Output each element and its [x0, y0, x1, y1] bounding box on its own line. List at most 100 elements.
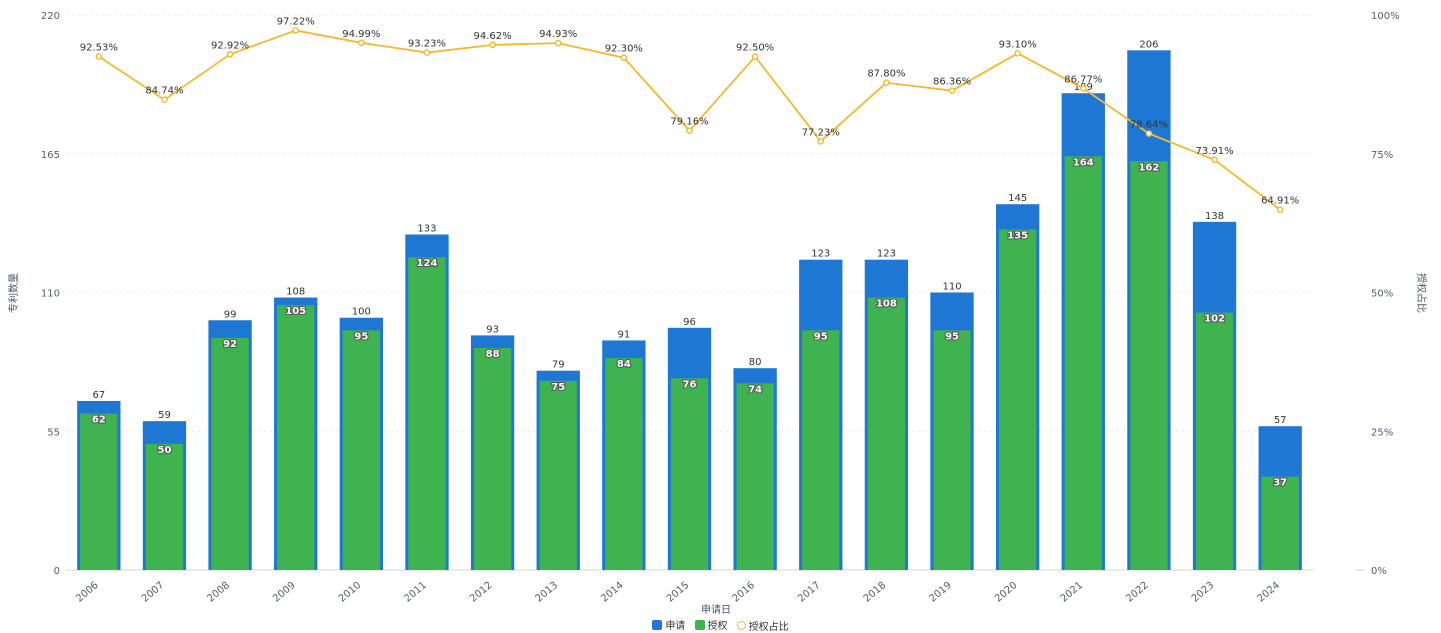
- data-label-grant: 95: [354, 331, 368, 342]
- data-label-apply: 67: [92, 390, 105, 401]
- data-label-ratio: 77.23%: [802, 127, 840, 138]
- data-label-apply: 79: [552, 360, 565, 371]
- ratio-point: [1014, 49, 1021, 57]
- y2-tick-label: 75%: [1371, 150, 1393, 161]
- y2-axis-tick-labels: 0% 25% 50% 75% 100%: [1371, 11, 1400, 577]
- ratio-point: [948, 87, 956, 95]
- data-label-grant: 37: [1273, 478, 1287, 489]
- x-axis-tick-labels: 2006 2007 2008 2009 2010 2011 2012 2013 2014 2015…: [74, 580, 1282, 605]
- x-tick-label: 2016: [730, 580, 757, 605]
- x-tick-label: 2012: [468, 580, 495, 605]
- x-tick-label: 2010: [337, 580, 364, 605]
- data-label-apply: 108: [286, 287, 305, 298]
- data-label-apply: 99: [224, 309, 237, 320]
- x-tick-label: 2020: [993, 580, 1020, 605]
- data-label-apply: 57: [1274, 415, 1287, 426]
- data-label-apply: 206: [1139, 39, 1158, 50]
- data-label-apply: 123: [811, 249, 830, 260]
- bars: 67 62 59 50 99 92 108 105 100 95 133 124 93 88 79 75 91 8…: [77, 39, 1302, 571]
- data-label-ratio: 86.77%: [1064, 74, 1102, 85]
- data-label-grant: 95: [814, 331, 828, 342]
- ratio-point: [489, 41, 496, 49]
- data-label-apply: 96: [683, 317, 696, 328]
- data-label-grant: 124: [417, 258, 438, 269]
- x-tick-label: 2014: [599, 580, 626, 605]
- bar-grant: [1064, 156, 1102, 571]
- data-label-grant: 162: [1138, 162, 1159, 173]
- data-label-ratio: 86.36%: [933, 77, 971, 88]
- x-axis-title: 申请日: [701, 603, 731, 616]
- data-label-apply: 100: [352, 307, 371, 318]
- ratio-point: [1145, 130, 1153, 137]
- bar-grant: [277, 305, 315, 570]
- data-label-grant: 62: [92, 415, 106, 426]
- data-label-ratio: 93.10%: [999, 39, 1037, 50]
- legend-item-ratio[interactable]: 授权占比: [736, 618, 789, 633]
- data-label-ratio: 97.22%: [277, 16, 315, 27]
- x-tick-label: 2015: [665, 580, 692, 605]
- data-label-ratio: 94.99%: [342, 29, 380, 40]
- ratio-point: [161, 96, 168, 103]
- data-label-apply: 110: [942, 282, 961, 293]
- legend-item-grant[interactable]: 授权: [694, 617, 728, 632]
- y-tick-label: 220: [41, 11, 60, 22]
- bar-grant: [1195, 312, 1234, 570]
- bar-grant: [605, 358, 643, 570]
- data-label-ratio: 64.91%: [1261, 196, 1299, 207]
- data-label-grant: 164: [1073, 157, 1094, 168]
- data-label-apply: 145: [1008, 193, 1027, 204]
- bar-grant: [145, 443, 184, 570]
- data-label-ratio: 78.64%: [1130, 120, 1168, 131]
- legend: 申请 授权 授权占比: [0, 617, 1441, 633]
- legend-item-apply[interactable]: 申请: [652, 617, 685, 632]
- ratio-point: [751, 53, 759, 60]
- bar-grant: [670, 378, 709, 570]
- data-label-ratio: 94.93%: [539, 29, 577, 40]
- data-label-ratio: 92.50%: [736, 43, 774, 54]
- ratio-line: 92.53% 84.74% 92.92% 97.22% 94.99% 93.23% 94.6…: [80, 16, 1299, 214]
- data-label-grant: 108: [876, 299, 897, 310]
- x-tick-label: 2021: [1059, 580, 1086, 605]
- ratio-point: [1211, 156, 1218, 164]
- legend-label-ratio: 授权占比: [748, 621, 789, 633]
- y-tick-label: 0: [54, 566, 60, 577]
- data-label-grant: 50: [157, 445, 171, 456]
- data-label-grant: 95: [945, 331, 959, 342]
- bar-grant: [867, 297, 906, 570]
- data-label-apply: 59: [158, 410, 171, 421]
- ratio-point: [358, 39, 365, 47]
- x-tick-label: 2023: [1190, 580, 1217, 605]
- data-label-ratio: 92.92%: [211, 40, 249, 51]
- ratio-point: [95, 53, 103, 60]
- data-label-ratio: 73.91%: [1195, 146, 1233, 157]
- x-tick-label: 2007: [140, 580, 167, 605]
- ratio-point: [883, 79, 890, 87]
- data-label-ratio: 92.30%: [605, 44, 643, 55]
- bar-grant: [80, 413, 118, 570]
- x-tick-label: 2011: [402, 580, 429, 605]
- data-label-apply: 80: [749, 357, 762, 368]
- bar-grant: [998, 229, 1037, 570]
- x-tick-label: 2013: [534, 580, 561, 605]
- x-tick-label: 2024: [1256, 580, 1283, 605]
- data-label-apply: 133: [417, 223, 436, 234]
- data-label-grant: 135: [1007, 230, 1028, 241]
- ratio-point: [620, 54, 628, 62]
- data-label-ratio: 93.23%: [408, 39, 446, 50]
- ratio-point: [554, 39, 562, 47]
- bar-grant: [342, 330, 381, 570]
- legend-swatch-apply: [652, 619, 663, 630]
- ratio-point: [423, 49, 431, 56]
- data-label-grant: 88: [486, 349, 500, 360]
- ratio-point: [686, 127, 693, 134]
- y-axis-tick-labels: 0 55 110 165 220: [41, 11, 60, 577]
- y2-tick-label: 25%: [1371, 427, 1393, 438]
- x-tick-label: 2009: [271, 580, 298, 605]
- data-label-ratio: 92.53%: [80, 42, 118, 53]
- bar-grant: [473, 348, 512, 570]
- y-tick-label: 165: [41, 150, 60, 161]
- y2-tick-label: 100%: [1371, 11, 1400, 22]
- ratio-point: [1079, 85, 1087, 92]
- x-tick-label: 2022: [1124, 580, 1151, 605]
